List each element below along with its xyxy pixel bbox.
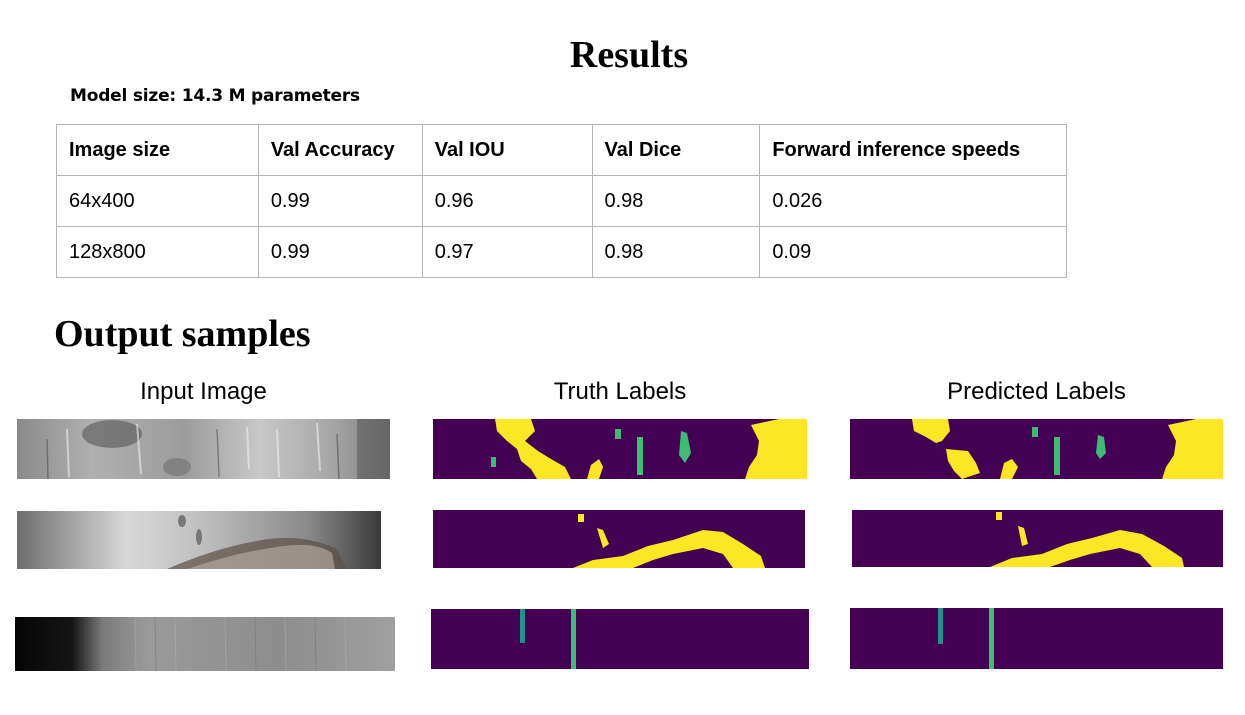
predicted-label-2 [852, 510, 1223, 567]
results-table: Image size Val Accuracy Val IOU Val Dice… [56, 124, 1067, 278]
cell-val-accuracy: 0.99 [257, 226, 423, 278]
page-title: Results [569, 34, 689, 76]
column-heading-predicted: Predicted Labels [947, 378, 1126, 405]
cell-image-size: 128x800 [56, 226, 259, 278]
cell-val-iou: 0.96 [421, 175, 593, 227]
cell-val-accuracy: 0.99 [257, 175, 423, 227]
table-row: 64x400 0.99 0.96 0.98 0.026 [56, 175, 1067, 227]
cell-image-size: 64x400 [56, 175, 259, 227]
header-image-size: Image size [56, 124, 259, 176]
table-row: 128x800 0.99 0.97 0.98 0.09 [56, 226, 1067, 278]
input-image-2 [17, 511, 381, 569]
column-heading-truth: Truth Labels [553, 378, 687, 405]
header-val-iou: Val IOU [421, 124, 593, 176]
input-image-1 [17, 419, 390, 479]
predicted-label-1 [850, 419, 1223, 479]
input-image-3 [15, 617, 395, 671]
cell-inference-speed: 0.026 [759, 175, 1067, 227]
header-val-dice: Val Dice [591, 124, 761, 176]
truth-label-2 [433, 510, 805, 568]
truth-label-1 [433, 419, 807, 479]
cell-val-iou: 0.97 [421, 226, 593, 278]
cell-val-dice: 0.98 [591, 175, 761, 227]
output-samples-heading: Output samples [54, 313, 311, 355]
header-val-accuracy: Val Accuracy [257, 124, 423, 176]
table-header-row: Image size Val Accuracy Val IOU Val Dice… [56, 124, 1067, 176]
cell-val-dice: 0.98 [591, 226, 761, 278]
column-heading-input: Input Image [140, 378, 267, 405]
cell-inference-speed: 0.09 [759, 226, 1067, 278]
predicted-label-3 [850, 608, 1223, 669]
header-inference-speed: Forward inference speeds [759, 124, 1067, 176]
truth-label-3 [431, 609, 809, 669]
model-size-label: Model size: 14.3 M parameters [70, 86, 360, 106]
